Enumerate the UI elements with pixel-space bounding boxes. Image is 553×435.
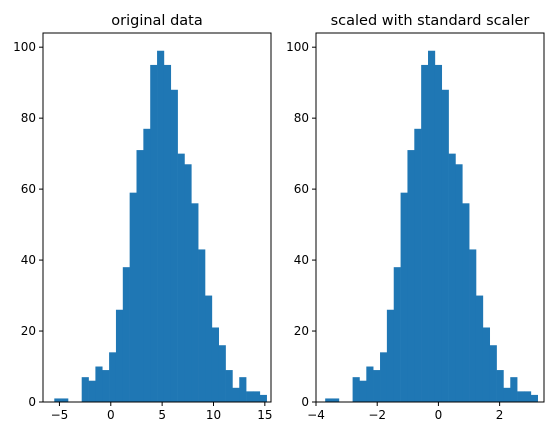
histogram-bar — [102, 370, 110, 402]
histogram-bar — [191, 203, 199, 402]
histogram-bar — [225, 370, 233, 402]
histogram-bar — [239, 377, 247, 402]
histogram-bar — [81, 377, 89, 402]
histogram-bar — [232, 387, 240, 402]
histogram-bar — [489, 345, 497, 402]
histogram-bar — [414, 128, 422, 402]
histogram-bar — [54, 398, 62, 402]
histogram-bar — [503, 387, 511, 402]
histogram-bar — [496, 370, 504, 402]
y-tick-label: 100 — [286, 40, 309, 54]
histogram-bar — [373, 370, 381, 402]
histogram-bar — [205, 295, 213, 402]
histogram-bar — [517, 391, 525, 402]
histogram-bar — [475, 295, 484, 402]
histogram-bar — [482, 327, 491, 402]
histogram-bar — [469, 249, 477, 402]
histogram-bar — [421, 64, 429, 403]
y-axis-ticks: 0 20 40 60 80 100 — [13, 40, 43, 409]
y-tick-label: 60 — [21, 182, 36, 196]
x-tick-label: 15 — [257, 408, 272, 422]
histogram-bar — [150, 64, 158, 403]
histogram-bar — [386, 309, 395, 402]
subplot-scaled-data: scaled with standard scaler −4 −2 0 2 0 20 40… — [286, 13, 545, 422]
histogram-bar — [352, 377, 360, 402]
x-tick-label: −2 — [368, 408, 386, 422]
y-tick-label: 0 — [301, 395, 309, 409]
histogram-bar — [400, 192, 408, 402]
y-tick-label: 100 — [13, 40, 36, 54]
histogram-bar — [455, 164, 463, 402]
y-tick-label: 60 — [294, 182, 309, 196]
histogram-bar — [95, 366, 103, 402]
histogram-bars — [325, 50, 538, 403]
x-tick-label: 0 — [107, 408, 115, 422]
histogram-bar — [366, 366, 374, 402]
histogram-bar — [157, 50, 165, 402]
histogram-bar — [523, 391, 532, 402]
histogram-bar — [143, 128, 151, 402]
histogram-bar — [198, 249, 206, 402]
x-axis-ticks: −5 0 5 10 15 — [51, 402, 272, 422]
histogram-bar — [380, 352, 388, 402]
histogram-bars — [54, 50, 267, 403]
y-tick-label: 80 — [21, 111, 36, 125]
x-tick-label: −4 — [307, 408, 325, 422]
histogram-bar — [325, 398, 333, 402]
axes-frame — [42, 32, 272, 403]
histogram-bar — [259, 394, 267, 402]
x-axis-ticks: −4 −2 0 2 — [307, 402, 503, 422]
x-tick-label: 10 — [206, 408, 221, 422]
histogram-bar — [170, 89, 178, 403]
histogram-bar — [88, 380, 96, 402]
y-tick-label: 0 — [28, 395, 36, 409]
histogram-bar — [530, 394, 538, 402]
histogram-bar — [246, 391, 254, 402]
histogram-bar — [129, 192, 137, 402]
y-tick-label: 80 — [294, 111, 309, 125]
histogram-bar — [115, 309, 124, 402]
histogram-bar — [177, 153, 185, 402]
y-tick-label: 40 — [21, 253, 36, 267]
histogram-bar — [448, 153, 456, 402]
y-tick-label: 20 — [21, 324, 36, 338]
x-tick-label: −5 — [51, 408, 69, 422]
histogram-bar — [332, 398, 340, 402]
histogram-bar — [122, 267, 130, 402]
histogram-bar — [218, 345, 226, 402]
axes-frame — [315, 32, 545, 403]
histogram-bar — [393, 267, 401, 402]
histogram-bar — [510, 377, 518, 402]
histogram-bar — [61, 398, 69, 402]
histogram-bar — [136, 150, 144, 402]
y-tick-label: 40 — [294, 253, 309, 267]
histogram-bar — [434, 64, 443, 403]
histogram-bar — [441, 89, 449, 403]
histogram-bar — [428, 50, 436, 402]
y-axis-ticks: 0 20 40 60 80 100 — [286, 40, 316, 409]
histogram-bar — [359, 380, 367, 402]
histogram-bar — [211, 327, 220, 402]
chart-title: original data — [111, 13, 202, 29]
histogram-bar — [184, 164, 192, 402]
histogram-bar — [252, 391, 261, 402]
subplot-original-data: original data −5 0 5 10 15 0 20 40 60 80 100 — [13, 13, 272, 422]
x-tick-label: 5 — [158, 408, 166, 422]
histogram-bar — [407, 150, 415, 402]
chart-title: scaled with standard scaler — [331, 13, 530, 29]
histogram-bar — [109, 352, 117, 402]
histogram-bar — [462, 203, 470, 402]
y-tick-label: 20 — [294, 324, 309, 338]
x-tick-label: 2 — [496, 408, 504, 422]
histogram-bar — [163, 64, 172, 403]
x-tick-label: 0 — [435, 408, 443, 422]
